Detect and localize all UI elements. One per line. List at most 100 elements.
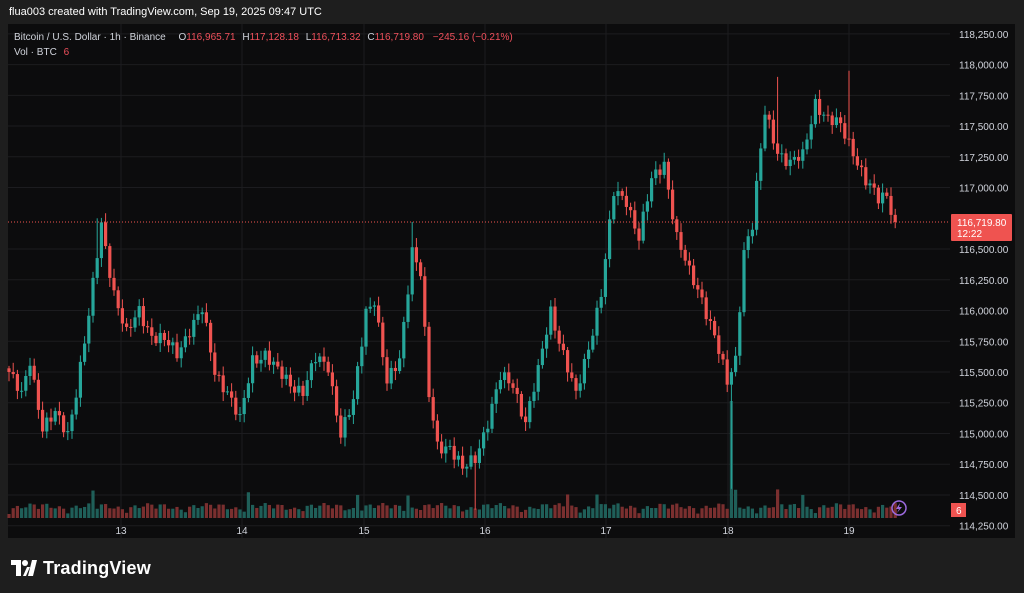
candle xyxy=(251,346,255,393)
candle xyxy=(188,328,192,345)
volume-bar xyxy=(561,506,565,518)
candle-body xyxy=(511,383,515,388)
candle xyxy=(318,353,322,368)
volume-bar xyxy=(406,495,410,518)
candle-body xyxy=(872,183,876,188)
candle xyxy=(326,356,330,377)
volume-bar xyxy=(721,504,725,518)
candle-body xyxy=(377,305,381,323)
candle-body xyxy=(402,321,406,359)
candle xyxy=(654,161,658,186)
volume-bar xyxy=(893,503,897,518)
candle xyxy=(57,401,61,425)
candle xyxy=(624,186,628,216)
volume-bar xyxy=(461,511,465,518)
candle-body xyxy=(692,265,696,286)
candle xyxy=(885,188,889,199)
candle-body xyxy=(297,385,301,393)
candle xyxy=(666,158,670,199)
volume-bar xyxy=(410,507,414,518)
chart-pane[interactable] xyxy=(8,24,1015,538)
volume-bar xyxy=(549,508,553,518)
price-tick-label: 117,500.00 xyxy=(959,122,1009,133)
candle xyxy=(755,172,759,236)
tradingview-logo[interactable]: TradingView xyxy=(11,557,151,579)
candle xyxy=(797,149,801,169)
candle-body xyxy=(255,355,259,364)
candle-body xyxy=(830,115,834,126)
candle-body xyxy=(28,365,32,376)
candle-body xyxy=(70,414,74,432)
candle-body xyxy=(574,378,578,391)
volume-bar xyxy=(364,505,368,518)
candle xyxy=(120,299,124,332)
candle-body xyxy=(99,222,103,259)
lightning-icon[interactable] xyxy=(891,500,907,516)
candle xyxy=(620,188,624,201)
open-value: 116,965.71 xyxy=(186,32,236,43)
volume-bar xyxy=(746,506,750,518)
volume-bar xyxy=(629,505,633,518)
candle-body xyxy=(792,157,796,160)
volume-bar xyxy=(326,505,330,518)
lightning-icon-ring xyxy=(891,500,907,516)
candle xyxy=(171,337,175,354)
candle-body xyxy=(192,319,196,337)
volume-bar xyxy=(200,506,204,518)
candle xyxy=(498,371,502,394)
candle-body xyxy=(356,366,360,400)
candle xyxy=(713,316,717,339)
candle xyxy=(477,439,481,469)
volume-bar xyxy=(150,504,154,518)
time-tick-label: 19 xyxy=(843,526,855,537)
volume-bar xyxy=(112,508,116,518)
close-label: C xyxy=(367,32,375,43)
candle xyxy=(759,143,763,190)
candle-body xyxy=(36,379,40,410)
candle-body xyxy=(536,365,540,392)
candle-body xyxy=(813,98,817,125)
candle xyxy=(440,434,444,459)
grid-lines xyxy=(8,24,950,538)
volume-bar xyxy=(259,505,263,518)
candle-body xyxy=(158,332,162,344)
candle xyxy=(414,238,418,271)
time-tick-label: 18 xyxy=(722,526,734,537)
candle xyxy=(658,164,662,184)
volume-bar xyxy=(578,512,582,518)
candle xyxy=(95,218,99,285)
candle-body xyxy=(561,343,565,351)
volume-bar xyxy=(20,508,24,518)
candle xyxy=(402,316,406,368)
volume-bar xyxy=(372,507,376,518)
candle xyxy=(809,115,813,149)
volume-bar xyxy=(750,508,754,518)
candle-body xyxy=(364,308,368,347)
candle-body xyxy=(532,391,536,402)
candle-body xyxy=(801,149,805,161)
candle xyxy=(192,313,196,345)
candle-body xyxy=(179,347,183,359)
volume-bar xyxy=(217,504,221,518)
volume-bar xyxy=(469,507,473,518)
volume-bar xyxy=(322,503,326,518)
candle-body xyxy=(368,306,372,309)
volume-bar xyxy=(343,510,347,518)
candle xyxy=(356,361,360,405)
candle xyxy=(11,362,15,379)
volume-bar xyxy=(238,509,242,518)
volume-bar xyxy=(784,509,788,518)
candle xyxy=(99,217,103,267)
candle-body xyxy=(540,348,544,366)
volume-bar xyxy=(713,507,717,518)
candle-body xyxy=(234,397,238,415)
candle-body xyxy=(822,114,826,116)
candle xyxy=(839,111,843,133)
candle xyxy=(196,305,200,325)
candle-body xyxy=(834,117,838,126)
volume-bar xyxy=(637,513,641,518)
chart-footer xyxy=(0,538,1024,593)
candle-body xyxy=(507,372,511,384)
candle-body xyxy=(339,415,343,438)
